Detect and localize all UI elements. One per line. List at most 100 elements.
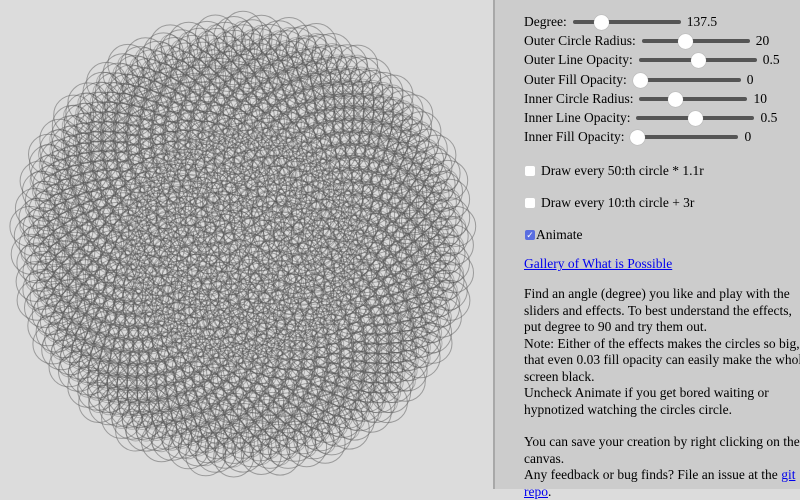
outer-circle (16, 279, 58, 321)
outer-circle (433, 252, 474, 294)
outer-circle (208, 67, 250, 109)
slider-track[interactable] (572, 19, 681, 24)
slider-thumb[interactable] (688, 111, 704, 127)
outer-circle (51, 247, 93, 288)
outer-circle (75, 198, 117, 240)
slider-thumb[interactable] (677, 33, 693, 49)
outer-circle (249, 346, 291, 388)
outer-circle (28, 190, 70, 232)
outer-circle (48, 346, 90, 388)
slider-thumb[interactable] (630, 130, 646, 146)
outer-circle (213, 423, 255, 464)
slider[interactable] (638, 53, 757, 69)
slider-label: Inner Circle Radius: (524, 90, 634, 106)
outer-circle (195, 431, 237, 473)
outer-circle (249, 427, 291, 469)
outer-circle (257, 421, 299, 463)
outer-circle (265, 306, 307, 348)
slider-track[interactable] (641, 38, 750, 43)
outer-circle (22, 207, 64, 248)
inner-circle (288, 168, 310, 189)
outer-circle (86, 61, 128, 103)
inner-circle (19, 215, 41, 237)
outer-circle (15, 261, 57, 302)
outer-circle (32, 199, 74, 241)
slider-thumb[interactable] (690, 53, 706, 69)
outer-circle (28, 144, 70, 186)
inner-circle (42, 333, 64, 355)
inner-circle (77, 92, 99, 114)
outer-circle (125, 118, 167, 160)
outer-circle (114, 133, 156, 175)
inner-circle (445, 215, 467, 237)
outer-circle (98, 385, 140, 427)
slider-thumb[interactable] (593, 14, 609, 30)
checkbox-box[interactable] (525, 198, 535, 209)
slider[interactable] (641, 33, 750, 49)
outer-circle (206, 350, 247, 391)
outer-circle (310, 120, 352, 161)
slider-thumb[interactable] (632, 72, 648, 88)
slider-row: Outer Circle Radius: 20 (524, 31, 800, 50)
outer-circle (394, 232, 436, 273)
outer-circle (28, 133, 69, 175)
slider-track[interactable] (639, 96, 748, 101)
outer-circle (240, 434, 282, 475)
checkbox-50th-circle[interactable]: Draw every 50:th circle * 1.1r (524, 161, 800, 181)
outer-circle (278, 286, 320, 327)
outer-circle (326, 337, 368, 379)
outer-circle (16, 242, 58, 284)
slider[interactable] (632, 72, 741, 88)
outer-circle (415, 199, 457, 241)
outer-circle (93, 259, 135, 300)
slider[interactable] (572, 14, 681, 30)
outer-circle (78, 345, 120, 387)
inner-circle (285, 318, 307, 340)
outer-circle (392, 209, 434, 251)
outer-circle (239, 28, 281, 70)
outer-circle (187, 422, 229, 464)
slider[interactable] (630, 130, 739, 146)
outer-circle (254, 407, 296, 449)
outer-circle (332, 68, 374, 109)
slider-label: Outer Fill Opacity: (524, 71, 627, 87)
inner-circle (204, 24, 226, 46)
slider[interactable] (639, 91, 748, 107)
inner-circle (164, 365, 186, 387)
slider-track[interactable] (630, 135, 739, 140)
outer-circle (177, 288, 219, 330)
outer-circle (424, 233, 466, 275)
inner-circle (360, 67, 382, 89)
outer-circle (382, 217, 424, 259)
outer-circle (268, 17, 310, 58)
outer-circle (387, 319, 429, 361)
drawing-canvas[interactable] (0, 0, 493, 489)
period: . (548, 483, 552, 499)
slider-thumb[interactable] (668, 91, 684, 107)
checkbox-10th-circle[interactable]: Draw every 10:th circle + 3r (524, 193, 800, 213)
slider-row: Outer Line Opacity: 0.5 (524, 51, 800, 70)
outer-circle (126, 198, 168, 240)
outer-circle (115, 410, 157, 452)
slider-label: Outer Circle Radius: (524, 32, 636, 48)
checkmark-icon[interactable]: ✓ (525, 230, 535, 241)
outer-circle (136, 410, 177, 451)
slider-track[interactable] (632, 77, 741, 82)
outer-circle (197, 418, 238, 460)
outer-circle (127, 137, 169, 179)
outer-circle (188, 277, 230, 319)
inner-circle (151, 431, 172, 453)
outer-circle (392, 94, 434, 136)
outer-circle (95, 202, 136, 243)
outer-circle (408, 191, 450, 233)
gallery-link[interactable]: Gallery of What is Possible (524, 256, 673, 272)
inner-circle (196, 30, 218, 52)
inner-circle (269, 444, 291, 466)
outer-circle (210, 86, 252, 128)
checkbox-box[interactable] (525, 166, 535, 177)
outer-circle (38, 232, 80, 274)
slider[interactable] (636, 111, 755, 127)
outer-circle (415, 134, 457, 176)
outer-circle (112, 325, 154, 367)
checkbox-animate[interactable]: ✓ Animate (524, 225, 800, 245)
